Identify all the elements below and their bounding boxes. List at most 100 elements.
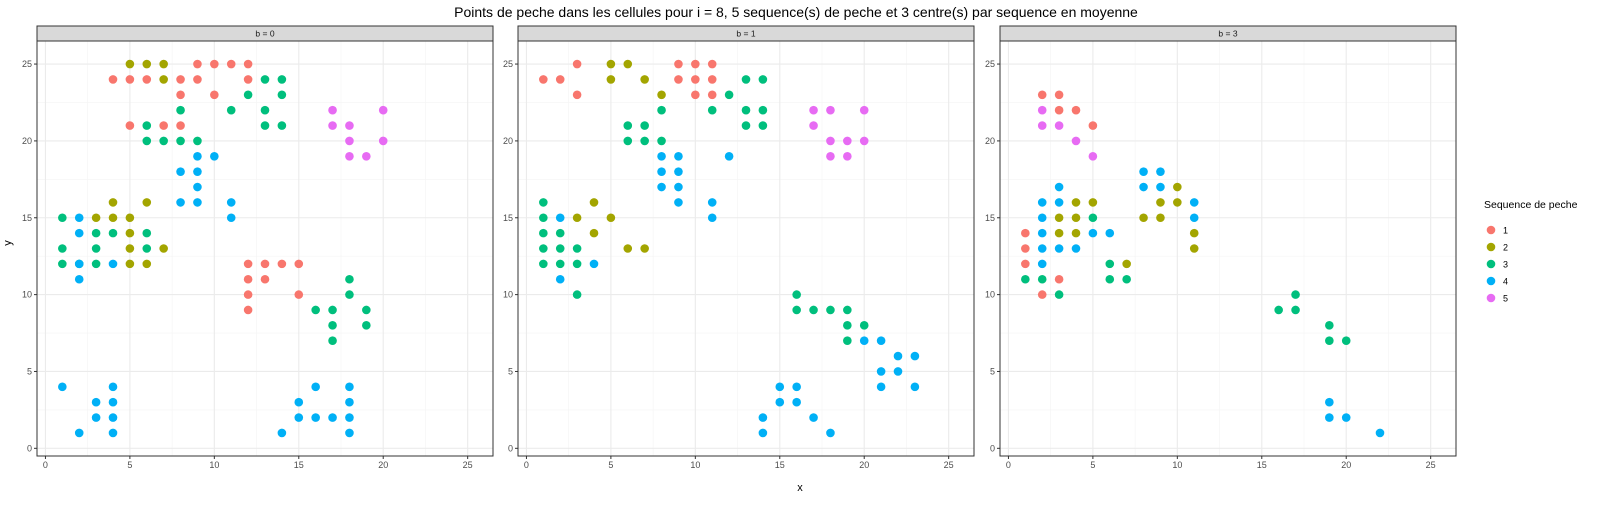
data-point	[809, 305, 818, 315]
x-tick-label: 15	[294, 460, 304, 470]
legend-label: 2	[1503, 243, 1508, 253]
data-point	[1156, 182, 1165, 192]
data-point	[640, 244, 649, 253]
data-point	[1054, 121, 1064, 130]
data-point	[826, 151, 835, 161]
legend-key	[1486, 225, 1496, 235]
x-tick-label: 0	[1006, 460, 1011, 470]
x-tick-label: 20	[378, 460, 388, 470]
legend-key	[1486, 293, 1496, 303]
data-point	[1291, 290, 1300, 299]
data-point	[159, 121, 168, 130]
data-point	[1054, 274, 1064, 284]
data-point	[758, 75, 768, 84]
series-3	[58, 75, 371, 346]
data-point	[539, 259, 548, 269]
data-point	[294, 259, 304, 269]
data-point	[1274, 305, 1283, 315]
data-point	[362, 321, 371, 330]
data-point	[1139, 167, 1148, 176]
x-tick-label: 0	[43, 460, 48, 470]
data-point	[1037, 244, 1047, 253]
series-5	[328, 105, 388, 161]
data-point	[311, 382, 320, 392]
data-point	[539, 213, 548, 223]
data-point	[893, 351, 903, 361]
data-point	[589, 198, 599, 207]
data-point	[809, 413, 818, 422]
data-point	[1088, 121, 1098, 130]
data-point	[826, 428, 835, 438]
data-point	[1156, 198, 1165, 207]
data-point	[345, 428, 354, 438]
y-tick-label: 5	[990, 366, 995, 376]
data-point	[1325, 321, 1334, 330]
data-point	[1037, 290, 1047, 299]
data-point	[910, 382, 920, 392]
legend-item-2: 2	[1486, 243, 1508, 253]
series-2	[91, 59, 168, 269]
data-point	[378, 136, 388, 146]
chart-title: Points de peche dans les cellules pour i…	[454, 4, 1138, 20]
data-point	[243, 290, 253, 299]
data-point	[91, 228, 101, 238]
data-point	[1325, 413, 1334, 422]
plot-area	[36, 40, 494, 457]
data-point	[572, 213, 582, 223]
data-point	[1189, 213, 1199, 223]
data-point	[1071, 213, 1081, 223]
data-point	[792, 290, 801, 299]
y-tick-label: 10	[503, 290, 513, 300]
data-point	[345, 151, 354, 161]
data-point	[243, 75, 253, 84]
data-point	[859, 136, 869, 146]
data-point	[345, 121, 354, 130]
data-point	[741, 105, 751, 115]
data-point	[91, 213, 101, 223]
data-point	[843, 336, 852, 346]
legend-key	[1486, 276, 1496, 286]
data-point	[125, 121, 135, 130]
data-point	[826, 305, 835, 315]
data-point	[294, 290, 304, 299]
data-point	[159, 136, 168, 146]
data-point	[311, 305, 320, 315]
data-point	[674, 59, 683, 69]
data-point	[226, 105, 236, 115]
data-point	[1054, 213, 1064, 223]
data-point	[1105, 274, 1115, 284]
data-point	[1021, 228, 1030, 238]
x-tick-label: 15	[775, 460, 785, 470]
x-tick-label: 5	[1090, 460, 1095, 470]
data-point	[859, 105, 869, 115]
data-point	[1037, 259, 1047, 269]
x-tick-label: 20	[1341, 460, 1351, 470]
legend-key	[1486, 259, 1496, 269]
facet-panels: b = 0 0 5 10 15 20 25 0 5 10 15 20 25 b = 1 0 5 10 15 20 25…	[22, 25, 1457, 470]
series-4	[1037, 167, 1385, 438]
x-tick-label: 25	[944, 460, 954, 470]
data-point	[108, 75, 118, 84]
data-point	[707, 213, 717, 223]
data-point	[1105, 259, 1115, 269]
legend-item-4: 4	[1486, 276, 1508, 287]
series-4	[58, 151, 354, 438]
data-point	[176, 90, 185, 100]
data-point	[1054, 198, 1064, 207]
y-tick-label: 20	[503, 136, 513, 146]
data-point	[691, 59, 700, 69]
y-tick-label: 20	[22, 136, 32, 146]
data-point	[707, 59, 717, 69]
data-point	[809, 105, 818, 115]
data-point	[277, 75, 287, 84]
data-point	[277, 121, 287, 130]
data-point	[539, 198, 548, 207]
y-tick-label: 0	[508, 443, 513, 453]
data-point	[775, 397, 785, 407]
x-tick-label: 10	[1172, 460, 1182, 470]
data-point	[1291, 305, 1300, 315]
data-point	[108, 382, 118, 392]
legend-label: 5	[1503, 294, 1508, 304]
y-tick-label: 5	[508, 366, 513, 376]
data-point	[91, 397, 101, 407]
